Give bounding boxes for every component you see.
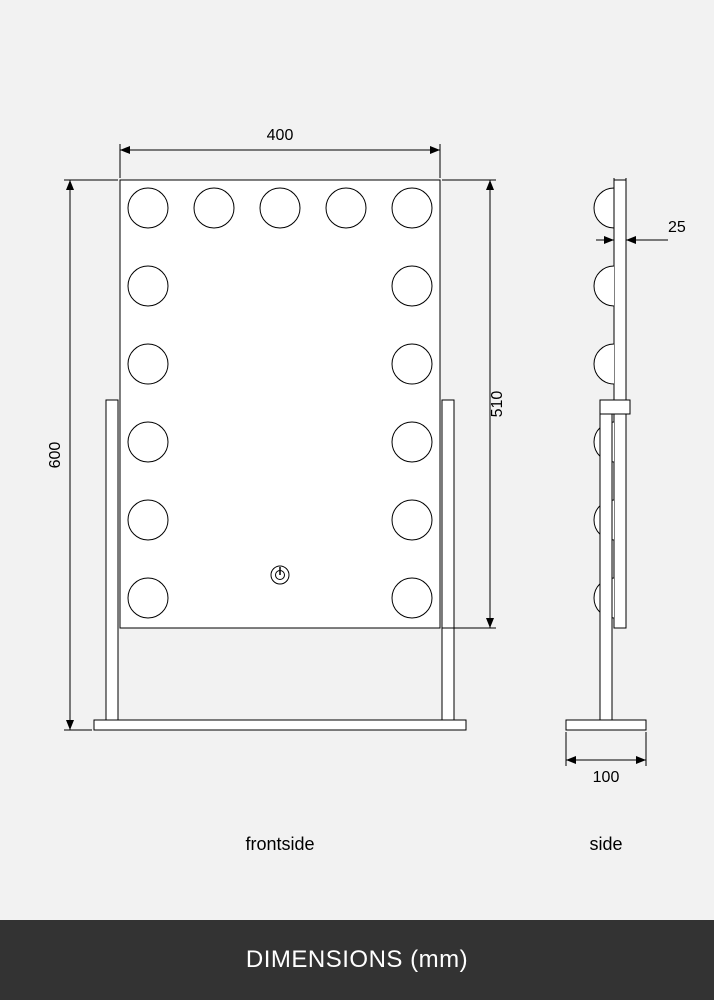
side-base [566,720,646,730]
dim-value: 100 [593,769,620,786]
dim-top-400: 400 [120,127,440,178]
front-upright-left [106,400,118,720]
side-label: side [589,834,622,854]
front-base [94,720,466,730]
front-mirror-panel [120,180,440,628]
footer-bar: DIMENSIONS (mm) [0,920,714,1000]
footer-title: DIMENSIONS (mm) [246,946,468,974]
side-upright [600,400,612,720]
dimensions-drawing: 400 600 510 frontside [0,0,714,920]
dim-value: 25 [668,219,686,236]
front-upright-right [442,400,454,720]
dim-value: 600 [47,442,64,469]
dim-side-100: 100 [566,732,646,786]
front-label: frontside [245,834,314,854]
dim-value: 510 [489,391,506,418]
dim-value: 400 [267,127,294,144]
side-bracket [600,400,630,414]
